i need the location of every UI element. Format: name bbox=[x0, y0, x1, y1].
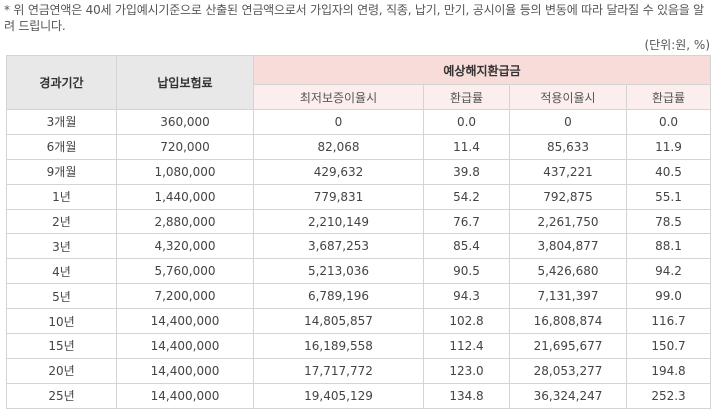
min-ratio-cell: 0.0 bbox=[423, 109, 510, 135]
premium-cell: 14,400,000 bbox=[116, 382, 254, 409]
applied-refund-cell: 792,875 bbox=[509, 183, 627, 210]
header-premium: 납입보험료 bbox=[116, 55, 254, 110]
unit-label: (단위:원, %) bbox=[644, 38, 710, 52]
header-refund-group: 예상해지환급금 bbox=[252, 55, 712, 85]
table-row: 2년 2,880,000 2,210,149 76.7 2,261,750 78.5 bbox=[6, 208, 712, 235]
premium-cell: 2,880,000 bbox=[116, 208, 254, 235]
applied-refund-cell: 28,053,277 bbox=[509, 357, 627, 384]
table-row: 20년 14,400,000 17,717,772 123.0 28,053,277 19… bbox=[6, 357, 712, 384]
applied-refund-cell: 85,633 bbox=[509, 133, 627, 160]
min-refund-cell: 0 bbox=[253, 109, 424, 135]
period-cell: 2년 bbox=[6, 208, 117, 235]
applied-ratio-cell: 99.0 bbox=[625, 283, 712, 310]
min-ratio-cell: 76.7 bbox=[423, 208, 510, 235]
applied-refund-cell: 16,808,874 bbox=[509, 308, 627, 335]
period-cell: 1년 bbox=[6, 183, 117, 210]
min-ratio-cell: 54.2 bbox=[423, 183, 510, 210]
min-refund-cell: 429,632 bbox=[253, 158, 424, 185]
period-cell: 5년 bbox=[6, 283, 117, 310]
applied-ratio-cell: 194.8 bbox=[625, 357, 712, 384]
table-row: 6개월 720,000 82,068 11.4 85,633 11.9 bbox=[6, 133, 712, 160]
min-refund-cell: 19,405,129 bbox=[253, 382, 424, 409]
min-ratio-cell: 134.8 bbox=[423, 382, 510, 409]
table-row: 15년 14,400,000 16,189,558 112.4 21,695,677 15… bbox=[6, 333, 712, 359]
period-cell: 25년 bbox=[6, 382, 117, 409]
premium-cell: 5,760,000 bbox=[116, 258, 254, 285]
applied-refund-cell: 5,426,680 bbox=[509, 258, 627, 285]
premium-cell: 7,200,000 bbox=[116, 283, 254, 310]
applied-ratio-cell: 116.7 bbox=[625, 308, 712, 335]
min-ratio-cell: 90.5 bbox=[423, 258, 510, 285]
premium-cell: 14,400,000 bbox=[116, 308, 254, 335]
premium-cell: 1,440,000 bbox=[116, 183, 254, 210]
min-ratio-cell: 94.3 bbox=[423, 283, 510, 310]
applied-refund-cell: 3,804,877 bbox=[509, 233, 627, 260]
premium-cell: 14,400,000 bbox=[116, 333, 254, 359]
period-cell: 20년 bbox=[6, 357, 117, 384]
header-applied-rate: 적용이율시 bbox=[509, 84, 627, 110]
premium-cell: 14,400,000 bbox=[116, 357, 254, 384]
period-cell: 3개월 bbox=[6, 109, 117, 135]
min-refund-cell: 16,189,558 bbox=[253, 333, 424, 359]
period-cell: 4년 bbox=[6, 258, 117, 285]
min-refund-cell: 779,831 bbox=[253, 183, 424, 210]
table-row: 3년 4,320,000 3,687,253 85.4 3,804,877 88.1 bbox=[6, 233, 712, 260]
applied-refund-cell: 2,261,750 bbox=[509, 208, 627, 235]
applied-refund-cell: 437,221 bbox=[509, 158, 627, 185]
min-ratio-cell: 123.0 bbox=[423, 357, 510, 384]
premium-cell: 720,000 bbox=[116, 133, 254, 160]
applied-ratio-cell: 78.5 bbox=[625, 208, 712, 235]
min-ratio-cell: 85.4 bbox=[423, 233, 510, 260]
header-applied-ratio: 환급률 bbox=[625, 84, 712, 110]
table-row: 9개월 1,080,000 429,632 39.8 437,221 40.5 bbox=[6, 158, 712, 185]
applied-ratio-cell: 94.2 bbox=[625, 258, 712, 285]
header-period: 경과기간 bbox=[6, 55, 117, 110]
applied-ratio-cell: 88.1 bbox=[625, 233, 712, 260]
applied-refund-cell: 7,131,397 bbox=[509, 283, 627, 310]
applied-ratio-cell: 0.0 bbox=[625, 109, 712, 135]
table-row: 10년 14,400,000 14,805,857 102.8 16,808,874 11… bbox=[6, 308, 712, 335]
applied-ratio-cell: 11.9 bbox=[625, 133, 712, 160]
premium-cell: 360,000 bbox=[116, 109, 254, 135]
header-min-rate: 최저보증이율시 bbox=[253, 84, 424, 110]
min-ratio-cell: 102.8 bbox=[423, 308, 510, 335]
applied-refund-cell: 21,695,677 bbox=[509, 333, 627, 359]
min-refund-cell: 2,210,149 bbox=[253, 208, 424, 235]
table-row: 4년 5,760,000 5,213,036 90.5 5,426,680 94.2 bbox=[6, 258, 712, 285]
applied-refund-cell: 0 bbox=[509, 109, 627, 135]
min-ratio-cell: 112.4 bbox=[423, 333, 510, 359]
applied-ratio-cell: 252.3 bbox=[625, 382, 712, 409]
min-refund-cell: 3,687,253 bbox=[253, 233, 424, 260]
applied-ratio-cell: 40.5 bbox=[625, 158, 712, 185]
min-refund-cell: 82,068 bbox=[253, 133, 424, 160]
min-refund-cell: 14,805,857 bbox=[253, 308, 424, 335]
min-refund-cell: 17,717,772 bbox=[253, 357, 424, 384]
min-ratio-cell: 11.4 bbox=[423, 133, 510, 160]
premium-cell: 1,080,000 bbox=[116, 158, 254, 185]
period-cell: 6개월 bbox=[6, 133, 117, 160]
premium-cell: 4,320,000 bbox=[116, 233, 254, 260]
applied-ratio-cell: 55.1 bbox=[625, 183, 712, 210]
refund-table: 경과기간 납입보험료 예상해지환급금 최저보증이율시 환급률 적용이율시 환급률… bbox=[6, 55, 712, 409]
table-row: 1년 1,440,000 779,831 54.2 792,875 55.1 bbox=[6, 183, 712, 210]
min-ratio-cell: 39.8 bbox=[423, 158, 510, 185]
period-cell: 10년 bbox=[6, 308, 117, 335]
header-min-ratio: 환급률 bbox=[423, 84, 510, 110]
period-cell: 9개월 bbox=[6, 158, 117, 185]
table-row: 25년 14,400,000 19,405,129 134.8 36,324,247 25… bbox=[6, 382, 712, 409]
table-row: 5년 7,200,000 6,789,196 94.3 7,131,397 99.0 bbox=[6, 283, 712, 310]
period-cell: 3년 bbox=[6, 233, 117, 260]
table-row: 3개월 360,000 0 0.0 0 0.0 bbox=[6, 109, 712, 135]
min-refund-cell: 5,213,036 bbox=[253, 258, 424, 285]
applied-refund-cell: 36,324,247 bbox=[509, 382, 627, 409]
table-body: 3개월 360,000 0 0.0 0 0.0 6개월 720,000 82,068 11.4 85… bbox=[6, 109, 712, 409]
period-cell: 15년 bbox=[6, 333, 117, 359]
min-refund-cell: 6,789,196 bbox=[253, 283, 424, 310]
disclaimer-note: * 위 연금연액은 40세 가입예시기준으로 산출된 연금액으로서 가입자의 연… bbox=[4, 3, 705, 33]
applied-ratio-cell: 150.7 bbox=[625, 333, 712, 359]
